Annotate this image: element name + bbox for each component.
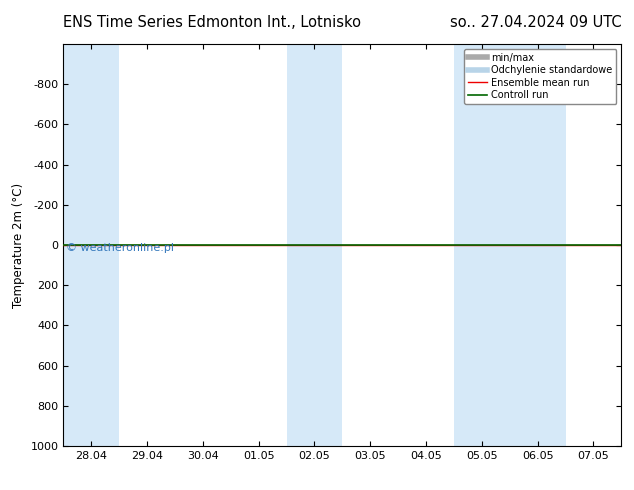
Text: so.. 27.04.2024 09 UTC: so.. 27.04.2024 09 UTC bbox=[450, 15, 621, 30]
Legend: min/max, Odchylenie standardowe, Ensemble mean run, Controll run: min/max, Odchylenie standardowe, Ensembl… bbox=[464, 49, 616, 104]
Text: © weatheronline.pl: © weatheronline.pl bbox=[66, 243, 174, 253]
Bar bbox=[287, 44, 342, 446]
Bar bbox=[454, 44, 566, 446]
Text: ENS Time Series Edmonton Int., Lotnisko: ENS Time Series Edmonton Int., Lotnisko bbox=[63, 15, 361, 30]
Y-axis label: Temperature 2m (°C): Temperature 2m (°C) bbox=[12, 182, 25, 308]
Bar bbox=[63, 44, 119, 446]
